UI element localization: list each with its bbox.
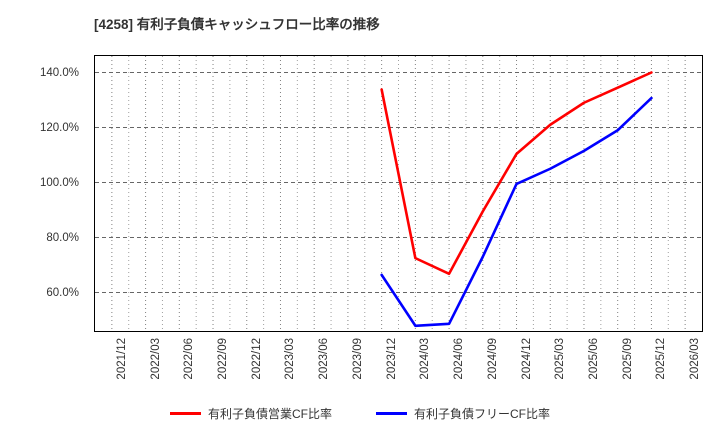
x-tick-label: 2022/09 — [217, 338, 230, 380]
y-axis-labels: 60.0% 80.0% 100.0% 120.0% 140.0% — [0, 55, 88, 332]
x-tick-label: 2025/06 — [587, 338, 600, 380]
chart-legend: 有利子負債営業CF比率 有利子負債フリーCF比率 — [0, 405, 720, 422]
y-tick-label: 80.0% — [46, 231, 79, 244]
x-tick-label: 2025/12 — [655, 338, 668, 380]
x-tick-label: 2025/03 — [554, 338, 567, 380]
x-tick-label: 2024/12 — [520, 338, 533, 380]
chart-gridlines — [95, 56, 702, 331]
legend-line-swatch-icon — [376, 412, 407, 415]
legend-item-2[interactable]: 有利子負債フリーCF比率 — [376, 405, 550, 422]
x-tick-label: 2023/06 — [318, 338, 331, 380]
y-tick-label: 140.0% — [39, 66, 79, 79]
x-tick-label: 2022/12 — [250, 338, 263, 380]
legend-label: 有利子負債営業CF比率 — [208, 407, 332, 421]
y-tick-label: 120.0% — [39, 121, 79, 134]
x-tick-label: 2022/03 — [149, 338, 162, 380]
x-tick-label: 2024/06 — [453, 338, 466, 380]
x-axis-labels: 2021/12 2022/03 2022/06 2022/09 2022/12 2023/… — [94, 332, 703, 402]
x-tick-label: 2024/09 — [486, 338, 499, 380]
x-tick-label: 2024/03 — [419, 338, 432, 380]
series-line-1 — [380, 71, 653, 276]
x-tick-label: 2023/09 — [351, 338, 364, 380]
y-tick-label: 100.0% — [39, 176, 79, 189]
chart-series-lines — [380, 71, 653, 328]
series-line-2 — [380, 96, 653, 328]
x-tick-label: 2021/12 — [115, 338, 128, 380]
x-tick-label: 2025/09 — [621, 338, 634, 380]
x-tick-label: 2023/12 — [385, 338, 398, 380]
chart-title: [4258] 有利子負債キャッシュフロー比率の推移 — [94, 17, 380, 32]
legend-line-swatch-icon — [170, 412, 201, 415]
y-tick-label: 60.0% — [46, 286, 79, 299]
plot-area — [94, 55, 703, 332]
legend-label: 有利子負債フリーCF比率 — [414, 407, 550, 421]
x-tick-label: 2026/03 — [689, 338, 702, 380]
x-tick-label: 2023/03 — [284, 338, 297, 380]
legend-item-1[interactable]: 有利子負債営業CF比率 — [170, 405, 332, 422]
x-tick-label: 2022/06 — [183, 338, 196, 380]
